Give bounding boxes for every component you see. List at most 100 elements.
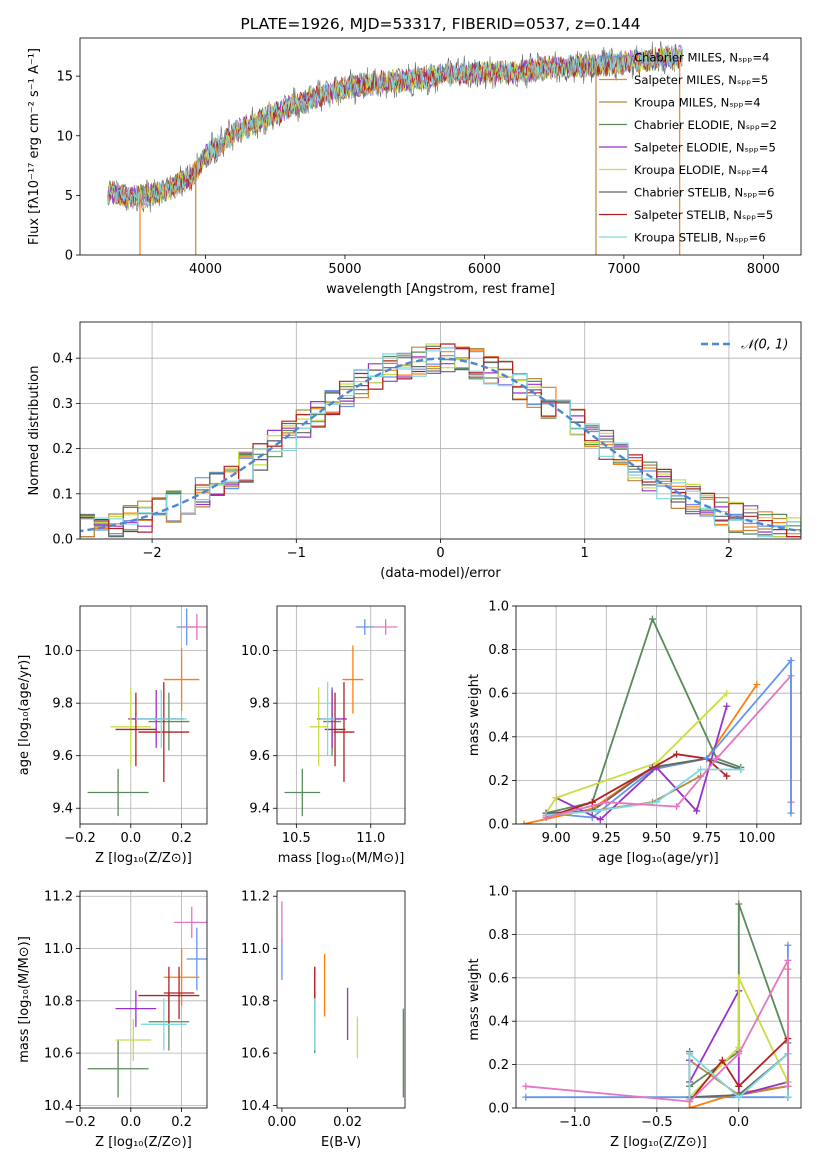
x-axis-label: wavelength [Angstrom, rest frame] — [326, 282, 555, 297]
weight-point — [542, 813, 550, 821]
legend-label: Kroupa ELODIE, Nₛₚₚ=4 — [634, 163, 768, 177]
y-tick-label: 11.2 — [44, 890, 73, 905]
axes: −1.0 −0.5 0.0 0.0 0.2 0.4 0.6 0.8 1.0 Z [log₁₀(Z/… — [467, 885, 802, 1150]
x-tick-label: 0.00 — [267, 1115, 296, 1130]
y-tick-label: 10.6 — [241, 1047, 270, 1062]
y-tick-label: 0.0 — [52, 533, 73, 548]
weight-point — [735, 974, 743, 982]
y-tick-label: 0.0 — [488, 1102, 509, 1117]
y-axis-label: Normed distribution — [27, 366, 42, 496]
plot-area — [80, 343, 801, 538]
y-tick-label: 9.6 — [52, 749, 73, 764]
y-tick-label: 0.4 — [488, 730, 509, 745]
weight-point — [686, 1050, 694, 1058]
x-axis-label: age [log₁₀(age/yr)] — [598, 851, 719, 866]
y-tick-label: 0.4 — [52, 352, 73, 367]
legend-label: Salpeter ELODIE, Nₛₚₚ=5 — [634, 141, 776, 155]
axes-frame — [79, 321, 802, 540]
y-tick-label: 11.0 — [241, 942, 270, 957]
weight-point — [703, 755, 711, 763]
weight-point — [784, 956, 792, 964]
x-tick-label: 9.50 — [642, 831, 671, 846]
axes: −0.2 0.0 0.2 9.4 9.6 9.8 10.0 Z [log₁₀(Z/Z⊙)] ag… — [17, 605, 208, 866]
grid — [79, 891, 207, 1108]
x-tick-label: 5000 — [328, 262, 361, 277]
plot-area — [520, 615, 795, 824]
panel-z-age: −0.2 0.0 0.2 9.4 9.6 9.8 10.0 Z [log₁₀(Z/Z⊙)] ag… — [17, 605, 208, 866]
y-tick-label: 10.4 — [241, 1099, 270, 1114]
y-tick-label: 0.4 — [488, 1015, 509, 1030]
weight-point — [686, 1104, 694, 1108]
y-tick-label: 10.6 — [44, 1047, 73, 1062]
x-tick-label: 10.5 — [282, 831, 311, 846]
x-tick-label: 0.0 — [120, 831, 141, 846]
weight-point — [592, 807, 600, 815]
weight-point — [686, 1097, 694, 1105]
weight-point — [522, 1082, 530, 1090]
y-tick-label: 10.0 — [241, 644, 270, 659]
weight-point — [522, 1093, 530, 1101]
weight-point — [723, 772, 731, 780]
weight-point — [552, 794, 560, 802]
x-tick-label: 2 — [725, 546, 733, 561]
weight-point — [602, 798, 610, 806]
x-axis-label: mass [log₁₀(M/M⊙)] — [278, 851, 405, 866]
weight-point — [723, 689, 731, 697]
y-axis-label: Flux [fλ10⁻¹⁷ erg cm⁻² s⁻¹ A⁻¹] — [27, 48, 42, 245]
axes-frame — [79, 37, 802, 256]
x-axis-label: Z [log₁₀(Z/Z⊙)] — [95, 851, 192, 866]
panel-z-mass: −0.2 0.0 0.2 10.4 10.6 10.8 11.0 11.2 Z [log₁₀(Z… — [17, 890, 208, 1150]
legend-label: Chabrier STELIB, Nₛₚₚ=6 — [634, 186, 774, 200]
x-axis-label: E(B-V) — [321, 1135, 361, 1150]
axes-frame — [79, 890, 208, 1109]
y-tick-label: 15 — [56, 70, 73, 85]
y-tick-label: 0.8 — [488, 643, 509, 658]
weight-point — [735, 1082, 743, 1090]
axes: 10.5 11.0 9.4 9.6 9.8 10.0 mass [log₁₀(M/M⊙)] — [241, 605, 406, 866]
weight-point — [787, 657, 795, 664]
x-tick-label: 9.00 — [542, 831, 571, 846]
weight-point — [718, 1056, 726, 1064]
panel-mass-age: 10.5 11.0 9.4 9.6 9.8 10.0 mass [log₁₀(M/M⊙)] — [241, 605, 406, 866]
weight-point — [596, 816, 604, 824]
grid — [79, 606, 207, 824]
histogram-series — [80, 347, 801, 538]
x-tick-label: −1.0 — [559, 1115, 591, 1130]
x-tick-label: −0.5 — [641, 1115, 673, 1130]
x-tick-label: 9.25 — [592, 831, 621, 846]
y-tick-label: 11.0 — [44, 942, 73, 957]
panel-spectrum: 4000 5000 6000 7000 8000 0 5 10 15 wavelength [An… — [27, 15, 802, 297]
plot-area — [284, 619, 398, 817]
y-axis-label: mass [log₁₀(M/M⊙)] — [17, 936, 32, 1063]
y-tick-label: 1.0 — [488, 600, 509, 615]
legend-label: Chabrier ELODIE, Nₛₚₚ=2 — [634, 118, 777, 132]
y-tick-label: 9.6 — [249, 749, 270, 764]
y-tick-label: 10 — [56, 129, 73, 144]
y-tick-label: 9.8 — [249, 697, 270, 712]
panel-residuals: −2 −1 0 1 2 0.0 0.1 0.2 0.3 0.4 (data-model)/error… — [27, 321, 802, 581]
y-tick-label: 0.2 — [488, 1058, 509, 1073]
weight-point — [735, 1043, 743, 1051]
plot-area — [522, 900, 792, 1108]
weight-point — [784, 1082, 792, 1090]
y-tick-label: 10.0 — [44, 644, 73, 659]
x-tick-label: 8000 — [747, 262, 780, 277]
y-tick-label: 0.6 — [488, 971, 509, 986]
legend-label: Salpeter STELIB, Nₛₚₚ=5 — [634, 208, 773, 222]
x-tick-label: 0.0 — [728, 1115, 749, 1130]
legend-label: Chabrier MILES, Nₛₚₚ=4 — [634, 51, 769, 65]
weight-point — [735, 900, 743, 908]
x-tick-label: 7000 — [607, 262, 640, 277]
weight-point — [787, 809, 795, 817]
x-tick-label: 4000 — [189, 262, 222, 277]
weight-point — [784, 941, 792, 949]
legend: Chabrier MILES, Nₛₚₚ=4 Salpeter MILES, Nₛ… — [599, 51, 777, 245]
y-tick-label: 0.6 — [488, 687, 509, 702]
grid — [277, 606, 405, 824]
x-tick-label: −2 — [143, 546, 162, 561]
y-axis-label: age [log₁₀(age/yr)] — [17, 655, 32, 776]
weight-series — [545, 616, 742, 814]
y-tick-label: 0.8 — [488, 928, 509, 943]
weight-point — [735, 1093, 743, 1101]
x-tick-label: −0.2 — [64, 1115, 96, 1130]
